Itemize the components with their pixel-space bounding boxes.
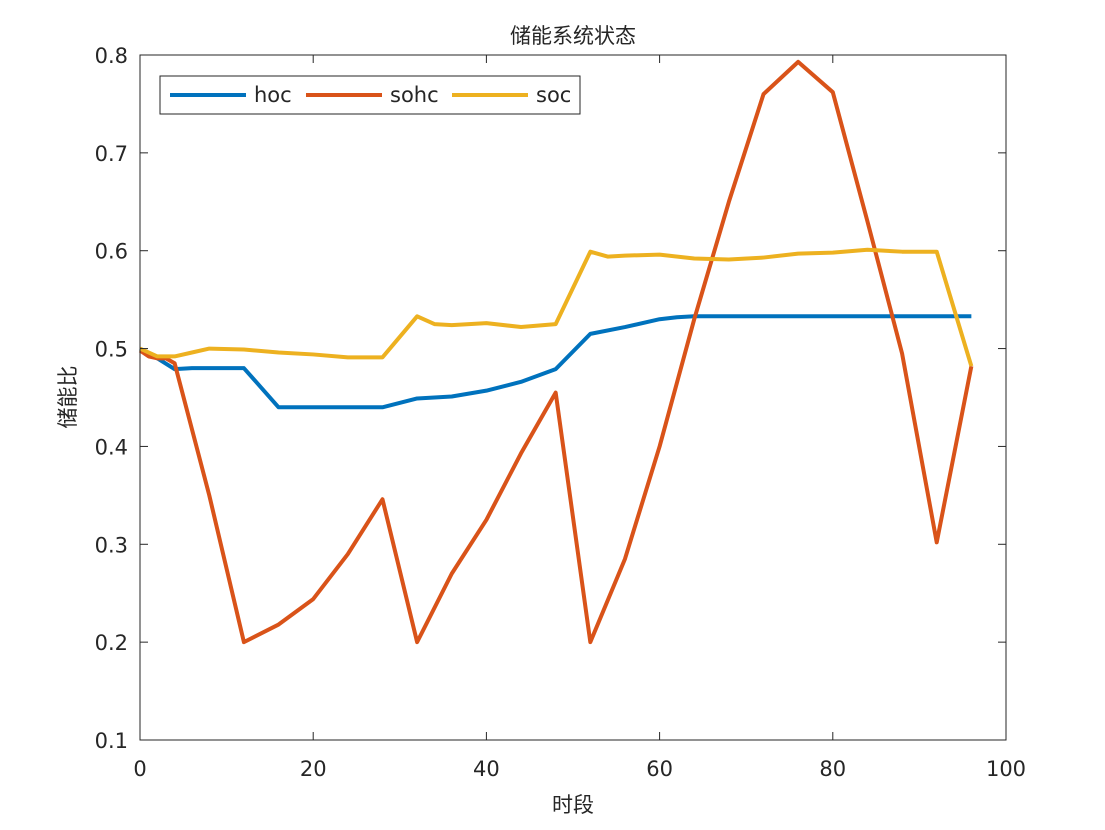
- y-tick-label: 0.7: [95, 142, 128, 166]
- x-tick-label: 80: [819, 757, 846, 781]
- x-tick-label: 20: [300, 757, 327, 781]
- plot-area: [140, 55, 1006, 740]
- series-line-hoc: [139, 314, 972, 410]
- ticks-layer: 0 20 40 60 80 100 0.1 0.2 0.3 0.4 0.5 0.6 0.7 0.8: [95, 44, 1026, 781]
- series-line-sohc: [138, 59, 974, 645]
- chart-title: 储能系统状态: [510, 24, 636, 48]
- y-tick-label: 0.1: [95, 729, 128, 753]
- legend-label-soc: soc: [536, 83, 571, 107]
- y-tick-label: 0.3: [95, 533, 128, 557]
- plot-frame: [139, 54, 1007, 741]
- x-tick-label: 0: [133, 757, 146, 781]
- y-tick-label: 0.4: [95, 435, 128, 459]
- series-layer: [138, 59, 974, 645]
- x-tick-label: 100: [986, 757, 1026, 781]
- y-axis-label: 储能比: [56, 366, 80, 429]
- series-line-soc: [139, 247, 974, 367]
- y-tick-label: 0.2: [95, 631, 128, 655]
- x-axis-label: 时段: [552, 793, 594, 817]
- y-tick-label: 0.8: [95, 44, 128, 68]
- x-tick-label: 60: [646, 757, 673, 781]
- legend-label-hoc: hoc: [254, 83, 292, 107]
- x-tick-label: 40: [473, 757, 500, 781]
- legend-label-sohc: sohc: [390, 83, 439, 107]
- y-tick-label: 0.5: [95, 338, 128, 362]
- legend: hoc sohc soc: [159, 75, 581, 115]
- y-tick-label: 0.6: [95, 240, 128, 264]
